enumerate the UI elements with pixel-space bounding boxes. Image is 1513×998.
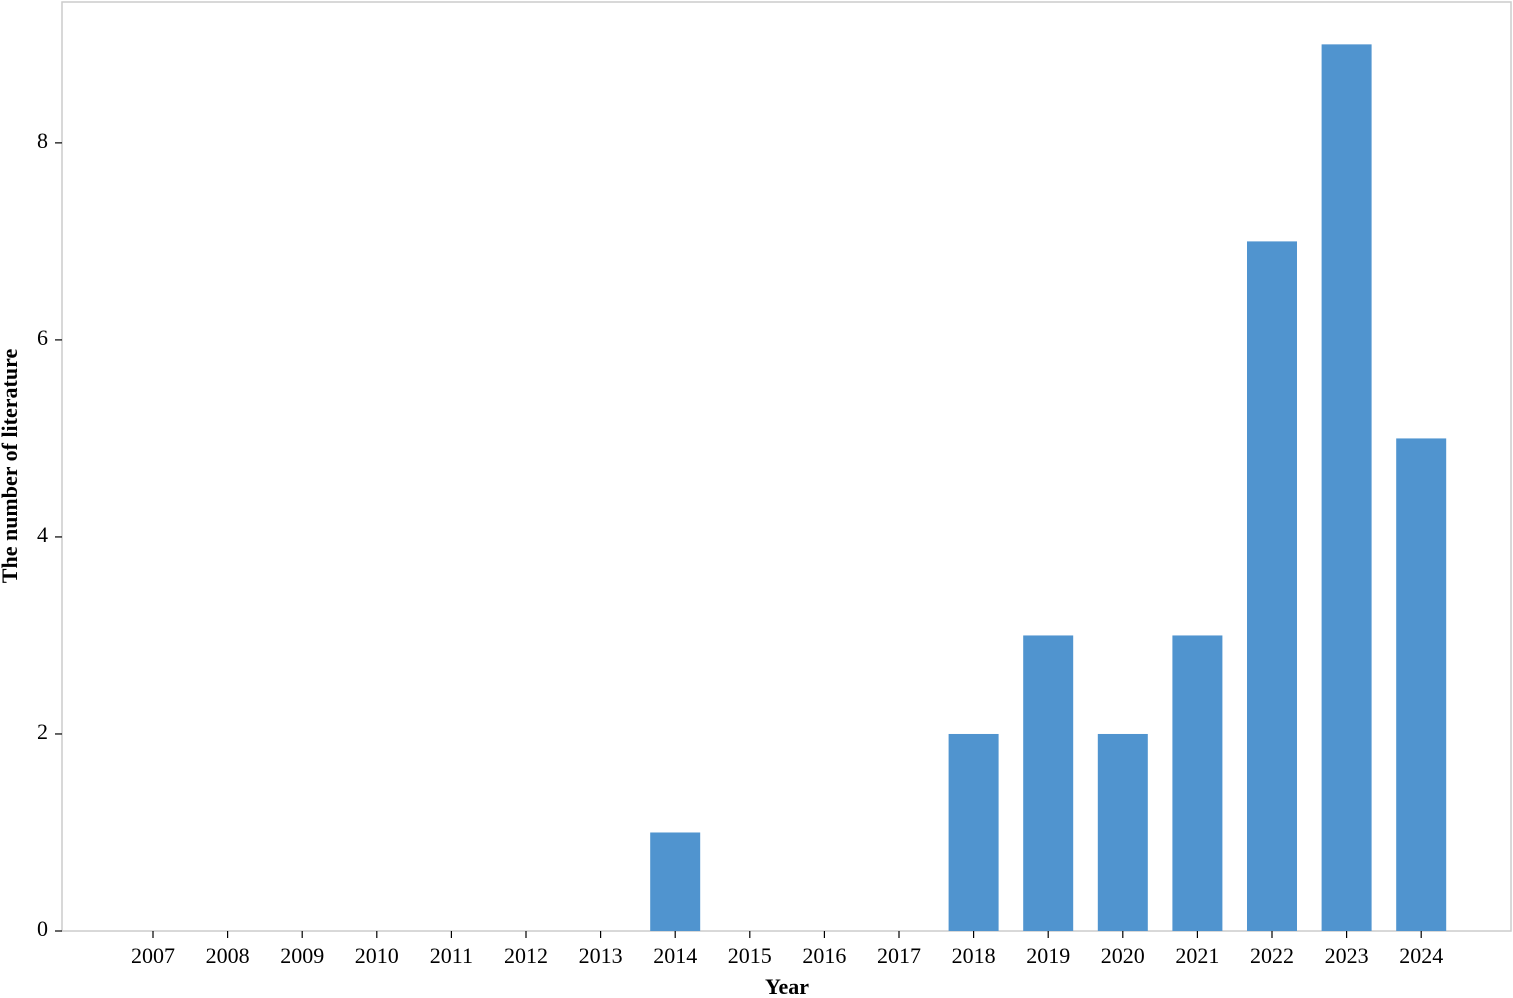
x-tick-label: 2013: [579, 943, 623, 968]
x-tick-label: 2012: [504, 943, 548, 968]
bar: [948, 733, 999, 931]
x-tick-label: 2016: [802, 943, 846, 968]
bar: [1097, 733, 1148, 931]
x-tick-label: 2021: [1175, 943, 1219, 968]
bar: [1396, 438, 1447, 931]
x-tick-label: 2015: [728, 943, 772, 968]
y-tick-label: 0: [37, 916, 48, 941]
x-tick-label: 2020: [1101, 943, 1145, 968]
y-tick-label: 6: [37, 325, 48, 350]
x-tick-label: 2010: [355, 943, 399, 968]
x-tick-label: 2009: [280, 943, 324, 968]
x-tick-label: 2018: [952, 943, 996, 968]
plot-frame: [61, 1, 1512, 932]
x-tick-label: 2019: [1026, 943, 1070, 968]
x-tick-label: 2022: [1250, 943, 1294, 968]
x-tick-label: 2024: [1399, 943, 1443, 968]
bar: [1247, 241, 1297, 932]
bar: [1023, 635, 1074, 931]
bar: [1321, 44, 1372, 931]
x-tick-label: 2011: [430, 943, 473, 968]
x-tick-label: 2014: [653, 943, 697, 968]
x-tick-label: 2023: [1325, 943, 1369, 968]
y-axis-label: The number of literature: [0, 349, 22, 584]
x-tick-label: 2017: [877, 943, 921, 968]
y-tick-label: 8: [37, 128, 48, 153]
x-tick-label: 2008: [206, 943, 250, 968]
bar: [650, 832, 701, 931]
y-tick-label: 4: [37, 522, 48, 547]
x-tick-label: 2007: [131, 943, 175, 968]
x-axis-label: Year: [765, 974, 809, 998]
y-tick-label: 2: [37, 719, 48, 744]
bar: [1172, 635, 1223, 931]
